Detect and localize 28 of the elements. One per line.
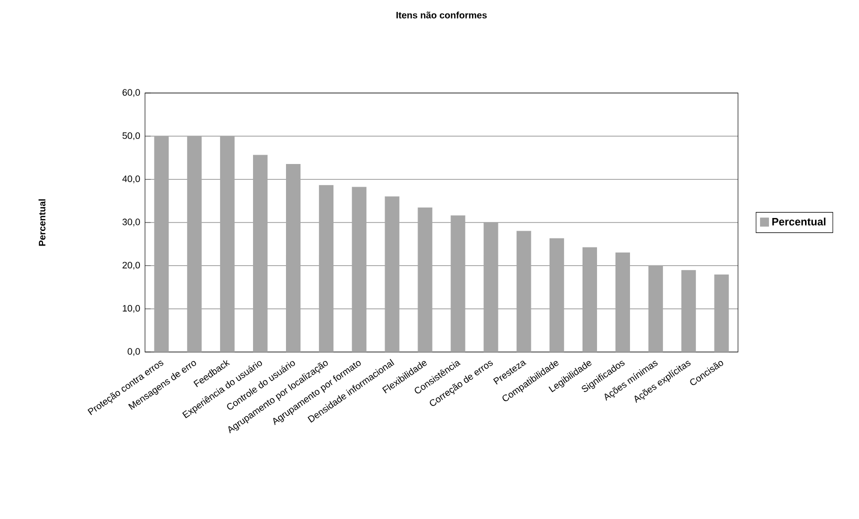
y-axis-title: Percentual: [38, 199, 46, 246]
bar: [714, 274, 729, 352]
bar: [318, 185, 334, 352]
y-tick-label: 20,0: [122, 262, 140, 270]
bar: [615, 252, 630, 352]
bar: [187, 136, 202, 352]
bar: [352, 186, 366, 352]
bar: [253, 154, 268, 352]
y-tick-label: 10,0: [122, 304, 140, 313]
y-tick-label: 0,0: [128, 348, 140, 356]
bar: [418, 208, 432, 352]
bar: [220, 136, 235, 352]
chart-title: Itens não conformes: [396, 12, 487, 18]
bar: [648, 265, 663, 352]
legend-label: Percentual: [772, 218, 826, 226]
bar: [154, 136, 169, 352]
bar: [681, 270, 696, 352]
bar: [450, 215, 466, 352]
bar: [550, 238, 564, 352]
bar: [384, 196, 400, 352]
bar: [484, 222, 498, 352]
y-tick-label: 50,0: [122, 132, 140, 140]
bar: [286, 164, 301, 352]
bar: [516, 230, 532, 352]
y-tick-label: 30,0: [122, 218, 140, 226]
bar: [582, 247, 598, 352]
y-tick-label: 40,0: [122, 175, 140, 184]
y-tick-label: 60,0: [122, 89, 140, 97]
